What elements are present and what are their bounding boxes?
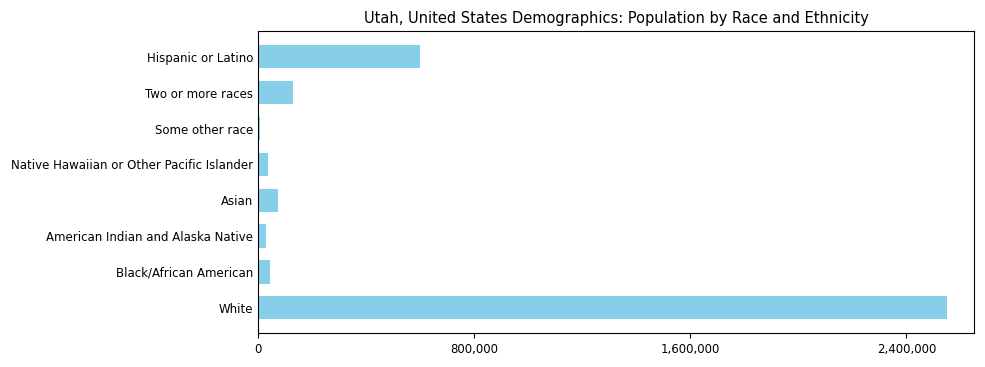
Bar xyxy=(258,153,268,176)
Bar xyxy=(258,225,266,248)
Bar xyxy=(258,189,279,212)
Bar xyxy=(258,260,270,284)
Bar xyxy=(258,117,260,140)
Bar xyxy=(258,296,947,319)
Bar xyxy=(258,45,421,69)
Bar xyxy=(258,81,294,104)
Title: Utah, United States Demographics: Population by Race and Ethnicity: Utah, United States Demographics: Popula… xyxy=(363,11,869,26)
